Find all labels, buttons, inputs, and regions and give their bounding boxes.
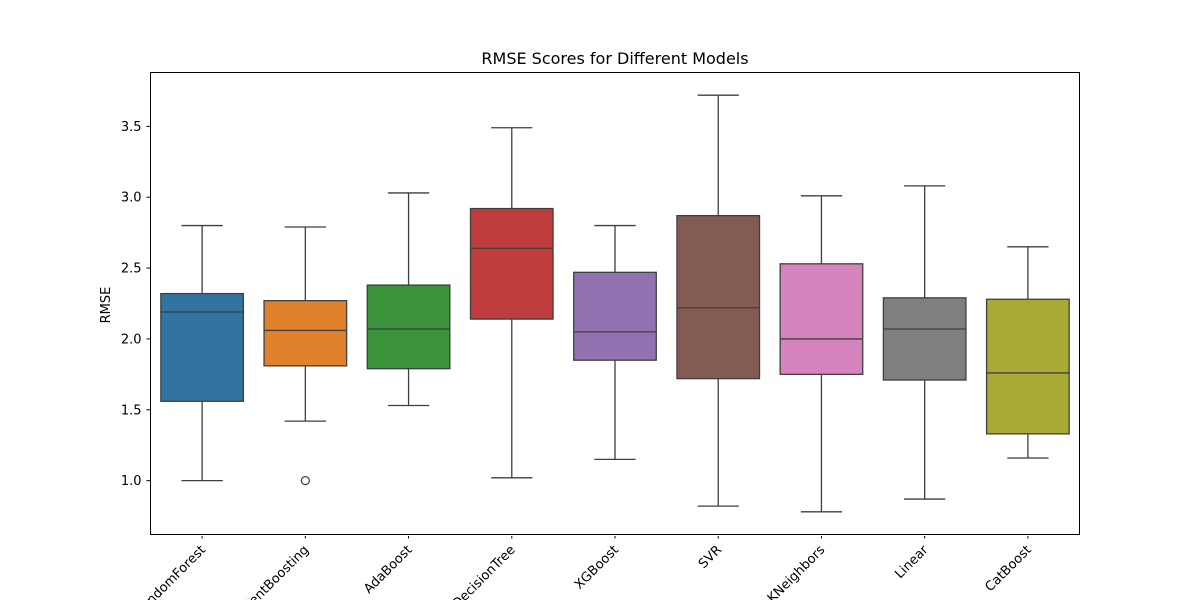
iqr-box <box>160 292 245 402</box>
plot-frame <box>150 72 1080 535</box>
x-tick-label: DecisionTree <box>450 543 519 600</box>
y-tick-label: 3.0 <box>121 191 142 206</box>
iqr-box <box>573 271 657 361</box>
x-tick-label: AdaBoost <box>361 543 415 597</box>
y-tick-label: 2.0 <box>121 332 142 347</box>
x-tick-label: GradientBoosting <box>221 543 312 600</box>
boxes-layer <box>160 94 1070 513</box>
box-Linear <box>882 185 967 500</box>
iqr-box <box>469 207 554 320</box>
y-tick-label: 1.0 <box>121 474 142 489</box>
box-CatBoost <box>985 246 1070 459</box>
box-GradientBoosting <box>263 226 348 486</box>
box-DecisionTree <box>469 127 554 479</box>
iqr-box <box>366 284 451 370</box>
outlier-point <box>300 476 310 486</box>
y-tick-label: 2.5 <box>121 262 142 277</box>
y-axis-label: RMSE <box>99 287 114 324</box>
x-tick-label: SVR <box>696 543 725 572</box>
y-axis: 1.0 1.5 2.0 2.5 3.0 3.5 <box>121 120 151 489</box>
iqr-box <box>263 300 348 367</box>
x-tick-label: XGBoost <box>572 543 622 593</box>
x-tick-label: Linear <box>892 542 932 582</box>
box-AdaBoost <box>366 192 451 407</box>
x-tick-label: KNeighbors <box>765 543 829 600</box>
box-KNeighbors <box>779 195 864 513</box>
iqr-box <box>779 263 864 376</box>
y-tick-label: 3.5 <box>121 120 142 135</box>
box-SVR <box>676 94 761 507</box>
box-RandomForest <box>160 224 245 482</box>
x-tick-label: RandomForest <box>132 543 209 600</box>
iqr-box <box>882 297 967 381</box>
iqr-box <box>676 214 761 380</box>
iqr-box <box>985 298 1070 435</box>
box-XGBoost <box>573 224 657 461</box>
y-tick-label: 1.5 <box>121 403 142 418</box>
chart-title: RMSE Scores for Different Models <box>481 49 748 68</box>
x-tick-label: CatBoost <box>983 543 1035 595</box>
x-axis: RandomForest GradientBoosting AdaBoost Deci… <box>132 536 1035 600</box>
